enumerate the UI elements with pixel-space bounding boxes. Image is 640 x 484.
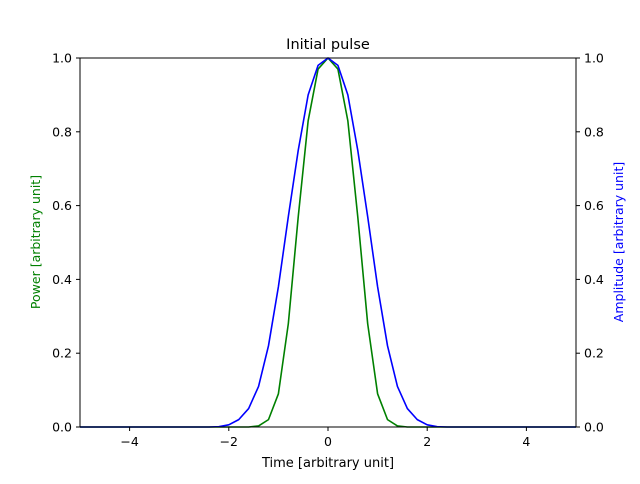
plot-background (80, 58, 576, 427)
y-axis-label-left: Power [arbitrary unit] (28, 175, 43, 309)
y-tick-label-left: 0.4 (52, 272, 72, 287)
y-tick-label-left: 0.2 (52, 346, 72, 361)
y-tick-label-right: 0.8 (584, 124, 604, 139)
y-tick-label-left: 0.8 (52, 124, 72, 139)
x-axis-label: Time [arbitrary unit] (261, 456, 394, 471)
plot-frame (79, 57, 577, 428)
y-tick-label-left: 1.0 (52, 51, 72, 66)
y-tick-label-left: 0.0 (52, 420, 72, 435)
x-tick-label: −4 (120, 434, 138, 449)
y-tick-label-left: 0.6 (52, 198, 72, 213)
y-tick-label-right: 0.0 (584, 420, 604, 435)
x-ticks-layer: −4 −2 0 2 4 (120, 427, 530, 449)
x-tick-label: 0 (324, 434, 332, 449)
y-axis-label-right: Amplitude [arbitrary unit] (611, 162, 626, 322)
x-tick-label: 4 (522, 434, 530, 449)
y-tick-label-right: 0.6 (584, 198, 604, 213)
y-tick-label-right: 0.4 (584, 272, 604, 287)
y-tick-label-right: 1.0 (584, 51, 604, 66)
y-ticks-left-layer: 0.0 0.2 0.4 0.6 0.8 1.0 (52, 51, 80, 435)
y-ticks-right-layer: 0.0 0.2 0.4 0.6 0.8 1.0 (576, 51, 604, 435)
x-tick-label: 2 (423, 434, 431, 449)
x-tick-label: −2 (220, 434, 238, 449)
chart-title: Initial pulse (286, 37, 370, 53)
y-tick-label-right: 0.2 (584, 346, 604, 361)
